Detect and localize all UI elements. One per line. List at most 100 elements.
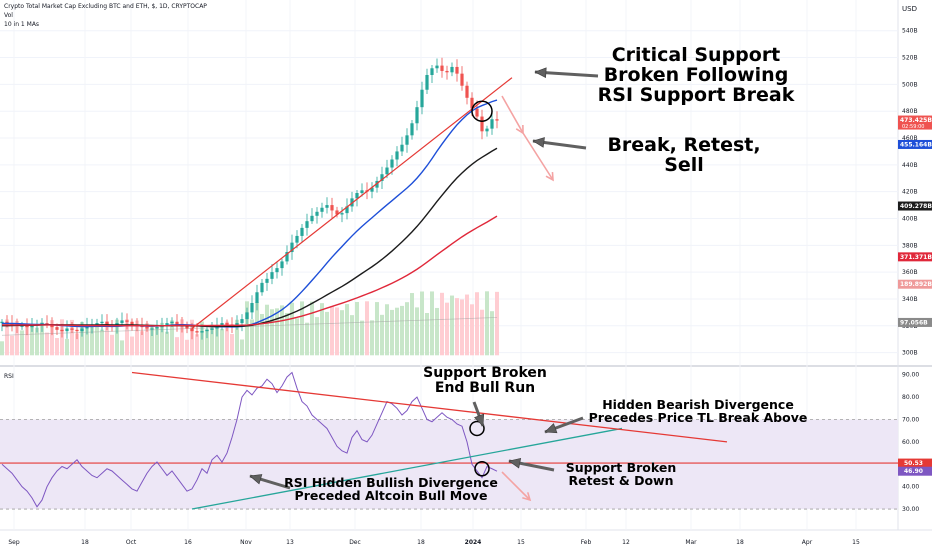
price-label-time: 02:59:00 (902, 124, 924, 130)
candle-body (150, 328, 154, 330)
break-retest-arrow-head (532, 137, 545, 148)
candle-body (105, 321, 109, 325)
price-tick-label: 360B (902, 269, 918, 276)
candle-body (220, 323, 224, 326)
annotation-line: Critical Support (611, 44, 781, 66)
volume-bar (395, 307, 399, 356)
candle-body (175, 321, 179, 325)
projection-arrow-2 (522, 132, 554, 181)
candle-body (120, 320, 124, 324)
volume-bar (255, 302, 259, 356)
price-label-value: 409.278B (900, 203, 932, 210)
candle-body (165, 323, 169, 326)
candle-body (390, 159, 394, 168)
time-tick-label: Mar (685, 539, 697, 546)
volume-bar (465, 294, 469, 356)
price-tick-label: 400B (902, 215, 918, 222)
time-tick-label: Dec (349, 539, 361, 546)
volume-bar (470, 304, 474, 356)
ma-label[interactable]: 10 in 1 MAs (4, 21, 40, 28)
volume-bar (375, 302, 379, 356)
rsi-label-tag (898, 458, 932, 468)
volume-bar (70, 319, 74, 356)
rsi-band-fill (0, 419, 898, 510)
candle-body (385, 167, 389, 175)
hidden_bearish_resistance-line (131, 371, 728, 443)
vol-label[interactable]: Vol (4, 12, 13, 19)
volume-bar (115, 319, 119, 356)
price-tick-label: 520B (902, 55, 918, 62)
support-retest-arrow-head (508, 457, 522, 469)
price-label-tag (898, 317, 932, 327)
candle-body (280, 261, 284, 269)
price-label-tag (898, 252, 932, 262)
volume-bar (10, 335, 14, 356)
volume-bar (125, 319, 129, 356)
candle-body (490, 119, 494, 129)
volume-bar (290, 302, 294, 356)
volume-bar (270, 309, 274, 356)
volume-bar (365, 301, 369, 356)
time-tick-label: 18 (736, 539, 744, 546)
currency-label[interactable]: USD (902, 5, 917, 13)
volume-bar (455, 298, 459, 356)
candle-body (380, 174, 384, 181)
annotation-line: Preceded Altcoin Bull Move (294, 488, 488, 504)
annotation-line: Precedes Price TL Break Above (588, 410, 808, 426)
time-tick-label: 18 (81, 539, 89, 546)
candle-body (95, 323, 99, 325)
candle-body (370, 187, 374, 192)
candle-body (335, 210, 339, 215)
candle-body (290, 242, 294, 253)
volume-bar (170, 320, 174, 356)
rsi-panel-label[interactable]: RSI (4, 373, 14, 380)
volume-bar (150, 326, 154, 356)
volume-ma-line (1, 317, 498, 336)
hidden-bear-arrow-head (544, 423, 558, 434)
candle-body (300, 227, 304, 236)
volume-bar (275, 308, 279, 356)
volume-bar (340, 310, 344, 356)
candle-body (440, 65, 444, 71)
candle-body (450, 66, 454, 73)
volume-bar (25, 323, 29, 356)
volume-bar (370, 320, 374, 356)
candle-body (465, 85, 469, 98)
candle-body (205, 329, 209, 332)
time-tick-label: 15 (517, 539, 525, 546)
volume-bar (420, 291, 424, 356)
volume-bar (405, 302, 409, 356)
price-tick-label: 440B (902, 162, 918, 169)
volume-bar (135, 320, 139, 356)
price-tick-label: 480B (902, 108, 918, 115)
rsi-tick-label: 60.00 (902, 439, 919, 446)
candle-body (65, 328, 69, 332)
candle-body (245, 312, 249, 320)
price-label-tag (898, 139, 932, 149)
volume-bar (450, 295, 454, 356)
volume-bar (385, 304, 389, 356)
candle-body (20, 325, 24, 327)
volume-bar (160, 322, 164, 356)
annotation-line: Broken Following (603, 63, 789, 86)
volume-bar (390, 309, 394, 356)
volume-bar (355, 301, 359, 356)
candle-body (305, 221, 309, 228)
volume-bar (300, 301, 304, 356)
time-tick-label: Feb (581, 539, 592, 546)
candle-body (460, 73, 464, 86)
volume-bar (120, 340, 124, 356)
candle-body (190, 328, 194, 332)
volume-bar (175, 337, 179, 356)
volume-bar (400, 305, 404, 356)
candle-body (195, 331, 199, 333)
annotation-support-broken-retest: Support Broken Retest & Down (556, 461, 686, 487)
projection-arrow-2-head (545, 171, 554, 182)
volume-bar (305, 322, 309, 356)
price-label-value: 189.892B (900, 281, 932, 288)
candle-body (405, 135, 409, 145)
candle-body (285, 252, 289, 262)
volume-bar (155, 327, 159, 356)
volume-bar (265, 304, 269, 356)
